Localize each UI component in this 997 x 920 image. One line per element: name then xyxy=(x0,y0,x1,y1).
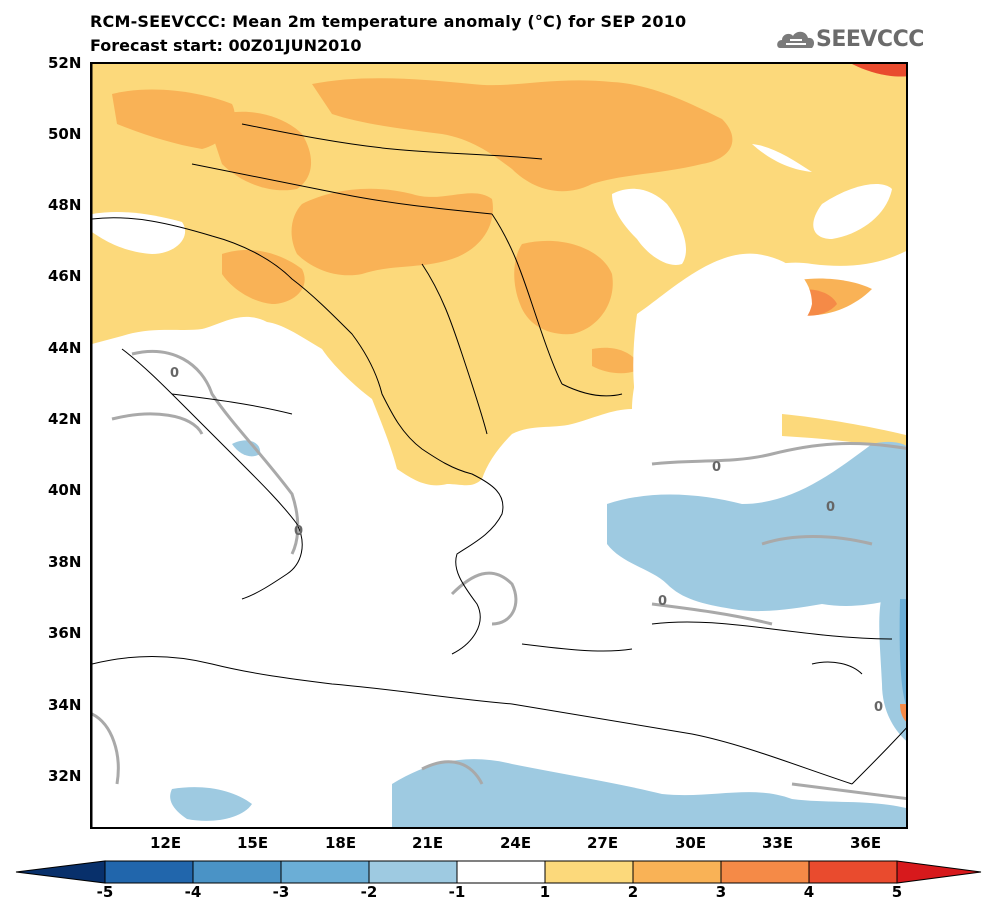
anomaly-area-neg-2-3 xyxy=(899,599,906,705)
contour-label: 0 xyxy=(874,700,884,715)
lon-label: 18E xyxy=(325,834,357,852)
contour-label: 0 xyxy=(658,594,668,609)
colorbar-tick-label: 3 xyxy=(715,883,727,901)
lat-label: 52N xyxy=(48,54,82,72)
lat-label: 50N xyxy=(48,125,82,143)
lon-label: 12E xyxy=(150,834,182,852)
lat-label: 44N xyxy=(48,339,82,357)
colorbar-tick-label: -2 xyxy=(360,883,378,901)
seevccc-cloud-logo-icon xyxy=(777,31,815,48)
colorbar-swatch xyxy=(368,860,458,884)
lat-label: 32N xyxy=(48,767,82,785)
anomaly-area-neg-1-2 xyxy=(170,787,252,821)
coastlines-borders xyxy=(92,64,906,827)
lon-label: 36E xyxy=(850,834,882,852)
anomaly-area-pos-2-3 xyxy=(592,347,640,374)
lat-label: 34N xyxy=(48,696,82,714)
forecast-start-label: Forecast start: 00Z01JUN2010 xyxy=(90,36,362,55)
anomaly-map xyxy=(92,64,906,827)
lon-label: 21E xyxy=(412,834,444,852)
anomaly-area-pos-2-3 xyxy=(291,188,493,276)
lat-label: 36N xyxy=(48,624,82,642)
map-title: RCM-SEEVCCC: Mean 2m temperature anomaly… xyxy=(90,12,687,31)
map-panel: 0 0 0 0 0 0 xyxy=(90,62,908,829)
lat-label: 46N xyxy=(48,267,82,285)
contour-label: 0 xyxy=(170,366,180,381)
anomaly-area-neg-1-2 xyxy=(879,594,906,741)
colorbar-tick-label: -4 xyxy=(184,883,202,901)
colorbar-tick-label: -3 xyxy=(272,883,290,901)
zero-contours xyxy=(92,349,906,800)
anomaly-area-neutral xyxy=(612,188,687,265)
colorbar-swatch xyxy=(544,860,634,884)
logo-text: SEEVCCC xyxy=(816,27,924,52)
contour-label: 0 xyxy=(712,460,722,475)
anomaly-area-pos-2-3 xyxy=(514,240,613,335)
colorbar-tick-label: 1 xyxy=(539,883,551,901)
anomaly-area-pos-4-5 xyxy=(852,64,906,77)
anomaly-area-neg-1-2 xyxy=(392,759,906,827)
anomaly-area-pos-3-4 xyxy=(900,704,906,722)
colorbar-swatch xyxy=(456,860,546,884)
anomaly-area-pos-2-3 xyxy=(112,89,235,149)
lon-label: 24E xyxy=(500,834,532,852)
lon-label: 33E xyxy=(762,834,794,852)
colorbar-tick-label: -1 xyxy=(448,883,466,901)
anomaly-area-neutral xyxy=(752,144,812,172)
colorbar-swatch xyxy=(896,860,982,884)
lat-label: 42N xyxy=(48,410,82,428)
anomaly-area-pos-2-3 xyxy=(222,249,305,304)
lat-label: 40N xyxy=(48,481,82,499)
colorbar xyxy=(15,860,982,884)
anomaly-area-neutral xyxy=(813,184,892,239)
contour-label: 0 xyxy=(826,500,836,515)
colorbar-swatch xyxy=(192,860,282,884)
colorbar-tick-label: 4 xyxy=(803,883,815,901)
colorbar-swatch xyxy=(808,860,898,884)
colorbar-swatch xyxy=(720,860,810,884)
contour-label: 0 xyxy=(294,524,304,539)
colorbar-swatch xyxy=(632,860,722,884)
black-sea xyxy=(633,253,812,409)
colorbar-swatch xyxy=(15,860,106,884)
lat-label: 48N xyxy=(48,196,82,214)
lon-label: 30E xyxy=(675,834,707,852)
colorbar-tick-label: -5 xyxy=(96,883,114,901)
anomaly-area-pos-1-2-lake xyxy=(782,414,906,453)
lon-label: 27E xyxy=(587,834,619,852)
anomaly-area-pos-2-3 xyxy=(207,111,312,191)
colorbar-swatch xyxy=(104,860,194,884)
anomaly-area-neg-1-2 xyxy=(607,441,906,612)
lon-label: 15E xyxy=(237,834,269,852)
lat-label: 38N xyxy=(48,553,82,571)
colorbar-tick-label: 5 xyxy=(891,883,903,901)
colorbar-tick-label: 2 xyxy=(627,883,639,901)
colorbar-swatch xyxy=(280,860,370,884)
anomaly-area-pos-2-3 xyxy=(312,78,733,192)
